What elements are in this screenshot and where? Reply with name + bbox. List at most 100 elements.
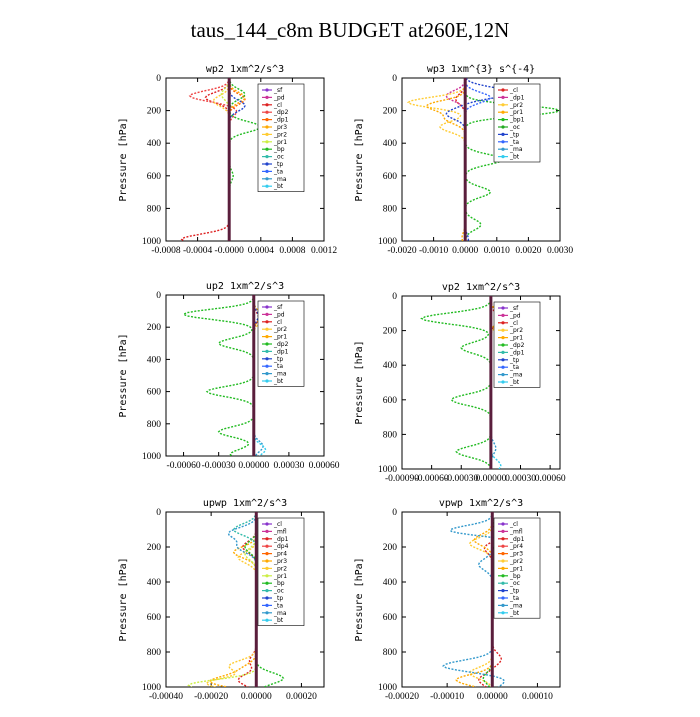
panel-upwp: upwp 1xm^2/s^3 0 200 400 600 800 1000 Pressure … — [118, 498, 325, 702]
legend-marker — [265, 327, 269, 331]
legend-marker — [265, 364, 269, 368]
legend-marker — [265, 342, 269, 346]
legend-marker — [501, 522, 505, 526]
legend-marker — [501, 103, 505, 107]
x-tick-label: 0.00030 — [505, 474, 536, 484]
legend-label: _bt — [509, 610, 520, 617]
legend-marker — [501, 537, 505, 541]
y-tick-label: 600 — [383, 613, 398, 623]
legend-marker — [501, 147, 505, 151]
legend-label: _bp — [509, 573, 521, 580]
legend-label: _cl — [509, 87, 518, 94]
legend-label: _dp1 — [273, 536, 289, 543]
legend-marker — [501, 589, 505, 593]
y-tick-label: 800 — [383, 430, 398, 440]
series-line — [445, 78, 466, 241]
legend-label: _pr1 — [273, 573, 287, 580]
legend-marker — [265, 552, 269, 556]
y-tick-label: 800 — [147, 420, 162, 430]
legend-label: _dp2 — [273, 109, 289, 116]
panel-up2: up2 1xm^2/s^3 0 200 400 600 800 1000 Pressure [… — [118, 281, 340, 471]
legend-label: _ma — [273, 610, 287, 617]
legend-label: _oc — [273, 588, 284, 595]
legend-marker — [501, 155, 505, 159]
panel-wp2: wp2 1xm^2/s^3 0 200 400 600 800 1000 Pressure [… — [118, 64, 337, 256]
x-tick-label: 0.00060 — [309, 461, 340, 471]
legend-label: _pr2 — [509, 102, 523, 109]
series-line — [420, 296, 492, 469]
y-tick-label: 200 — [383, 327, 398, 337]
legend-marker — [265, 88, 269, 92]
x-tick-label: -0.0010 — [419, 246, 449, 256]
legend-marker — [501, 596, 505, 600]
legend-marker — [501, 313, 505, 317]
y-tick-label: 0 — [156, 508, 161, 518]
y-tick-label: 200 — [383, 543, 398, 553]
y-tick-label: 200 — [147, 107, 162, 117]
x-tick-label: 0.0000 — [452, 246, 478, 256]
legend-label: _pr3 — [273, 558, 287, 565]
x-tick-label: 0.00030 — [273, 461, 304, 471]
plot-area: wp3 1xm^{3} s^{-4} 0 200 400 600 800 1000 Press… — [354, 64, 573, 256]
legend-marker — [501, 132, 505, 136]
legend-label: _ma — [273, 176, 287, 183]
x-tick-label: 0.0012 — [311, 246, 337, 256]
y-axis-label: Pressure [hPa] — [354, 117, 365, 201]
y-tick-label: 400 — [147, 139, 162, 149]
legend-label: _pr1 — [273, 334, 287, 341]
panel-title: up2 1xm^2/s^3 — [206, 281, 284, 292]
legend-marker — [501, 321, 505, 325]
legend-marker — [501, 603, 505, 607]
legend-marker — [265, 544, 269, 548]
y-tick-label: 400 — [147, 355, 162, 365]
legend-marker — [265, 103, 269, 107]
y-tick-label: 800 — [147, 648, 162, 658]
legend-label: _ma — [273, 371, 287, 378]
y-tick-label: 0 — [392, 292, 397, 302]
legend-marker — [265, 335, 269, 339]
legend-label: _bt — [509, 154, 520, 161]
y-tick-label: 1000 — [142, 237, 161, 247]
legend-label: _bt — [509, 379, 520, 386]
legend-marker — [501, 350, 505, 354]
legend-marker — [265, 589, 269, 593]
legend-marker — [501, 566, 505, 570]
legend: _sf_pd_cl_dp2_dp1_pr3_pr2_pr1_bp_oc_tp_t… — [257, 83, 305, 192]
x-tick-label: -0.00090 — [385, 474, 419, 484]
legend-label: _cl — [273, 102, 282, 109]
plot-frame — [165, 294, 325, 457]
legend-marker — [265, 379, 269, 383]
y-tick-label: 1000 — [142, 683, 161, 693]
x-tick-label: 0.00000 — [475, 474, 506, 484]
legend-marker — [265, 618, 269, 622]
legend-marker — [265, 177, 269, 181]
legend-marker — [265, 169, 269, 173]
legend-label: _pr4 — [273, 551, 287, 558]
legend-label: _pr4 — [509, 543, 523, 550]
y-tick-label: 400 — [147, 578, 162, 588]
panel-title: upwp 1xm^2/s^3 — [203, 498, 287, 509]
legend-label: _bp1 — [509, 117, 525, 124]
x-tick-label: -0.00030 — [202, 461, 236, 471]
y-tick-label: 400 — [383, 361, 398, 371]
plot-area: vpwp 1xm^2/s^3 0 200 400 600 800 1000 Pressure … — [354, 498, 561, 702]
x-tick-label: -0.0008 — [151, 246, 181, 256]
legend-marker — [501, 373, 505, 377]
legend-label: _dp1 — [273, 348, 289, 355]
y-tick-label: 0 — [392, 508, 397, 518]
y-tick-label: 800 — [147, 204, 162, 214]
y-axis-label: Pressure [hPa] — [354, 340, 365, 424]
legend-label: _oc — [509, 124, 520, 131]
panel-vp2: vp2 1xm^2/s^3 0 200 400 600 800 1000 Pressure [… — [354, 282, 566, 484]
y-tick-label: 0 — [156, 291, 161, 301]
legend-label: _pr2 — [273, 565, 287, 572]
x-tick-label: 0.0020 — [515, 246, 541, 256]
legend-marker — [501, 328, 505, 332]
plot-frame — [165, 511, 325, 688]
legend-label: _ta — [273, 168, 283, 175]
x-tick-label: -0.0000 — [215, 246, 245, 256]
legend-marker — [265, 372, 269, 376]
legend-label: _pd — [273, 94, 285, 101]
legend-marker — [501, 544, 505, 548]
legend-marker — [265, 603, 269, 607]
